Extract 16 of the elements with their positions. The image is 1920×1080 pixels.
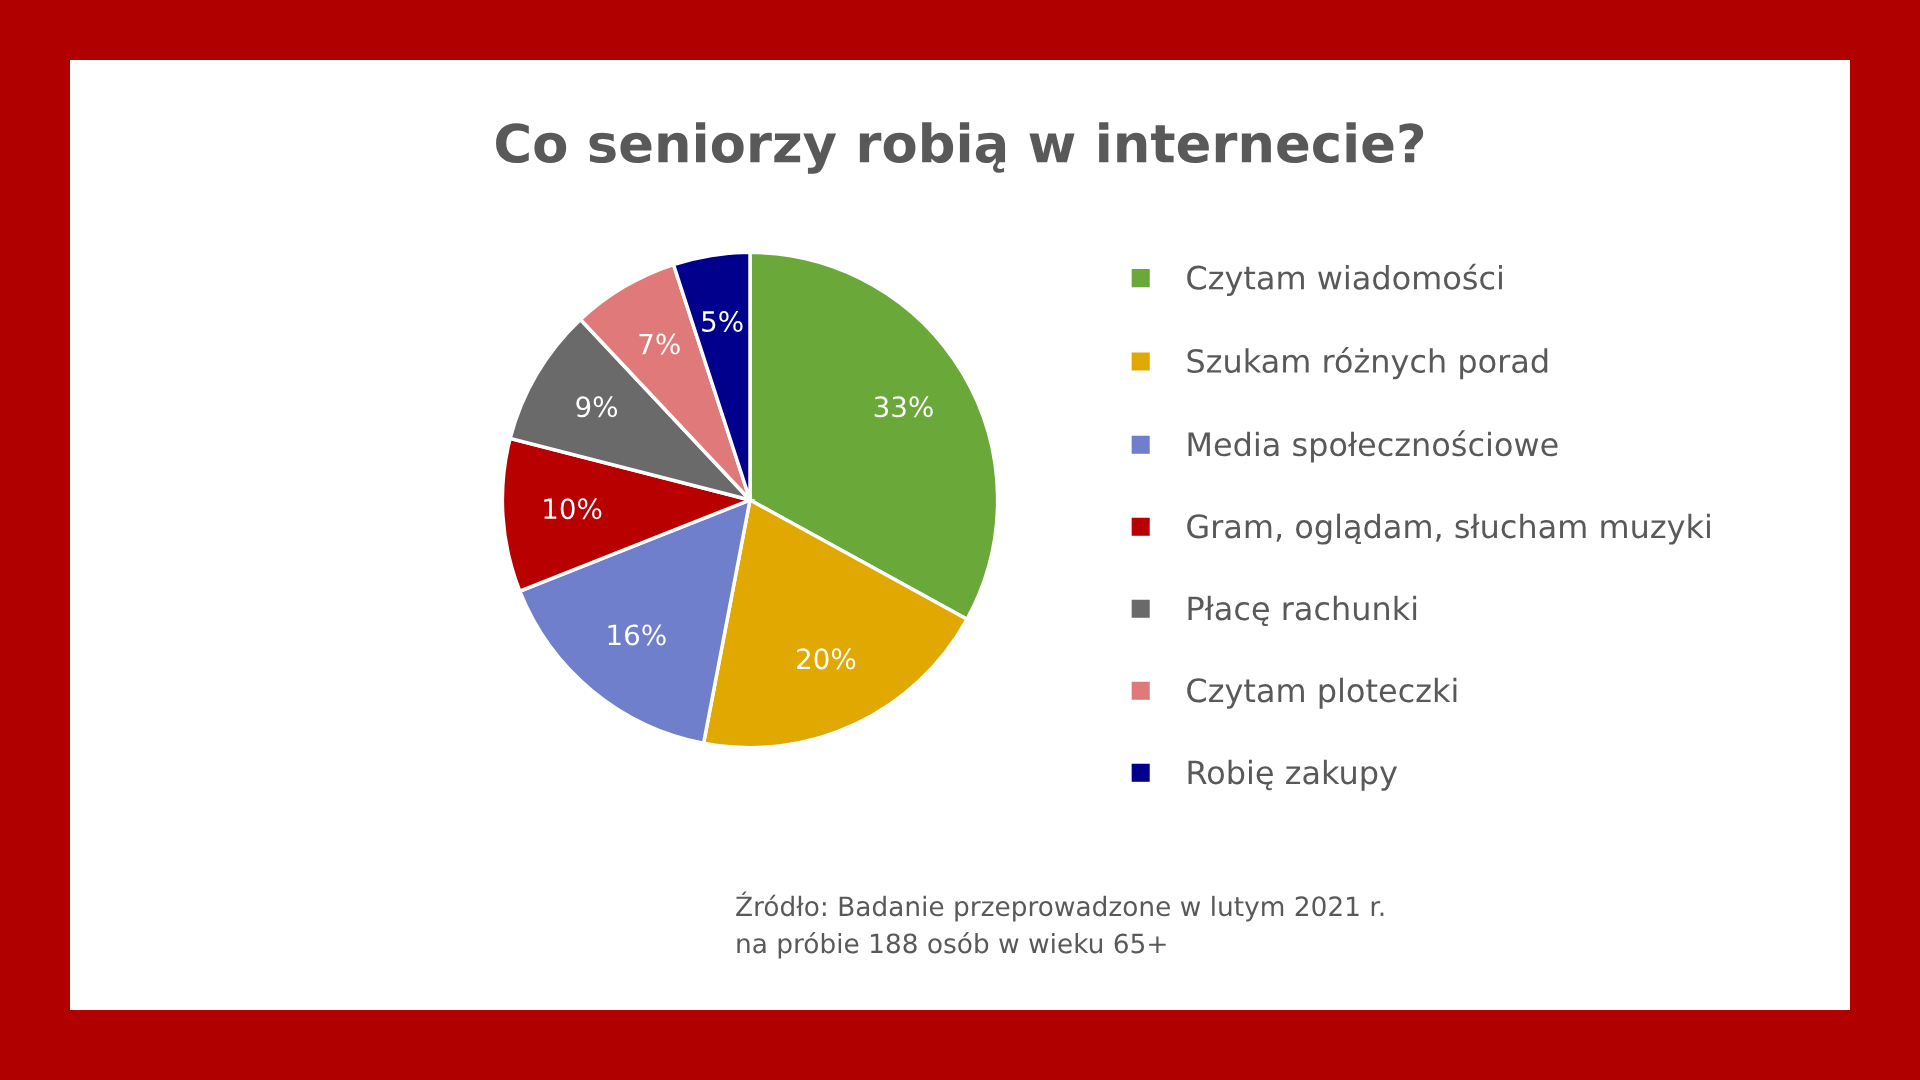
data-label: 10%	[544, 498, 602, 520]
legend-label: Szukam różnych porad	[1187, 347, 1548, 380]
legend-label: Media społecznościowe	[1188, 430, 1558, 463]
legend-label: Czytam wiadomości	[1187, 263, 1502, 296]
data-label: 20%	[797, 648, 856, 670]
chart-title: Co seniorzy robią w internecie?	[496, 122, 1424, 174]
data-label: 5%	[702, 310, 743, 332]
legend-label: Czytam ploteczki	[1187, 677, 1457, 709]
legend-label: Robię zakupy	[1188, 759, 1397, 791]
text: Źródło: Badanie przeprowadzone w lutym 2021 r. na próbie 188 osób w wieku 65+	[736, 891, 1384, 959]
data-label: 7%	[639, 333, 680, 355]
data-label: 33%	[874, 396, 933, 418]
legend-label: Gram, oglądam, słucham muzyki	[1187, 513, 1710, 545]
legend-label: Płacę rachunki	[1188, 595, 1417, 627]
data-label: 9%	[576, 396, 618, 418]
data-label: 16%	[608, 624, 666, 646]
